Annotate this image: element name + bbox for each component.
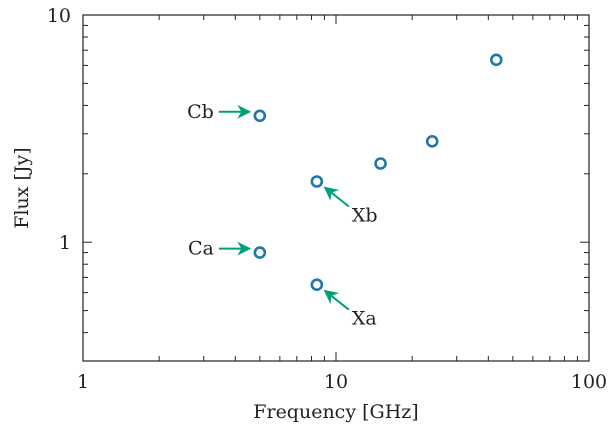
annotation-arrow (323, 186, 350, 208)
x-tick-label: 1 (77, 371, 89, 393)
data-point (310, 175, 324, 188)
y-axis-label: Flux [Jy] (11, 147, 33, 228)
plot-frame (82, 14, 590, 362)
data-points (253, 53, 503, 292)
data-point (374, 157, 387, 170)
x-tick-label: 10 (324, 371, 348, 393)
y-tick-label: 10 (47, 5, 71, 27)
data-point (310, 278, 324, 292)
axis-ticks (82, 14, 590, 362)
point-annotations: Cb Ca Xb Xa (187, 101, 377, 330)
annotation-label: Xa (352, 308, 377, 330)
data-point (425, 135, 439, 148)
data-point (253, 109, 267, 123)
annotation-label: Ca (188, 238, 214, 260)
annotation-label: Xb (352, 204, 378, 226)
annotation-arrow (323, 289, 350, 311)
y-tick-label: 1 (59, 232, 71, 254)
x-tick-label: 100 (571, 371, 607, 393)
x-axis-label: Frequency [GHz] (253, 401, 418, 423)
data-point (489, 53, 503, 67)
annotation-label: Cb (187, 101, 214, 123)
data-point (253, 246, 267, 259)
tick-labels: 1 10 100 1 10 (47, 5, 607, 393)
